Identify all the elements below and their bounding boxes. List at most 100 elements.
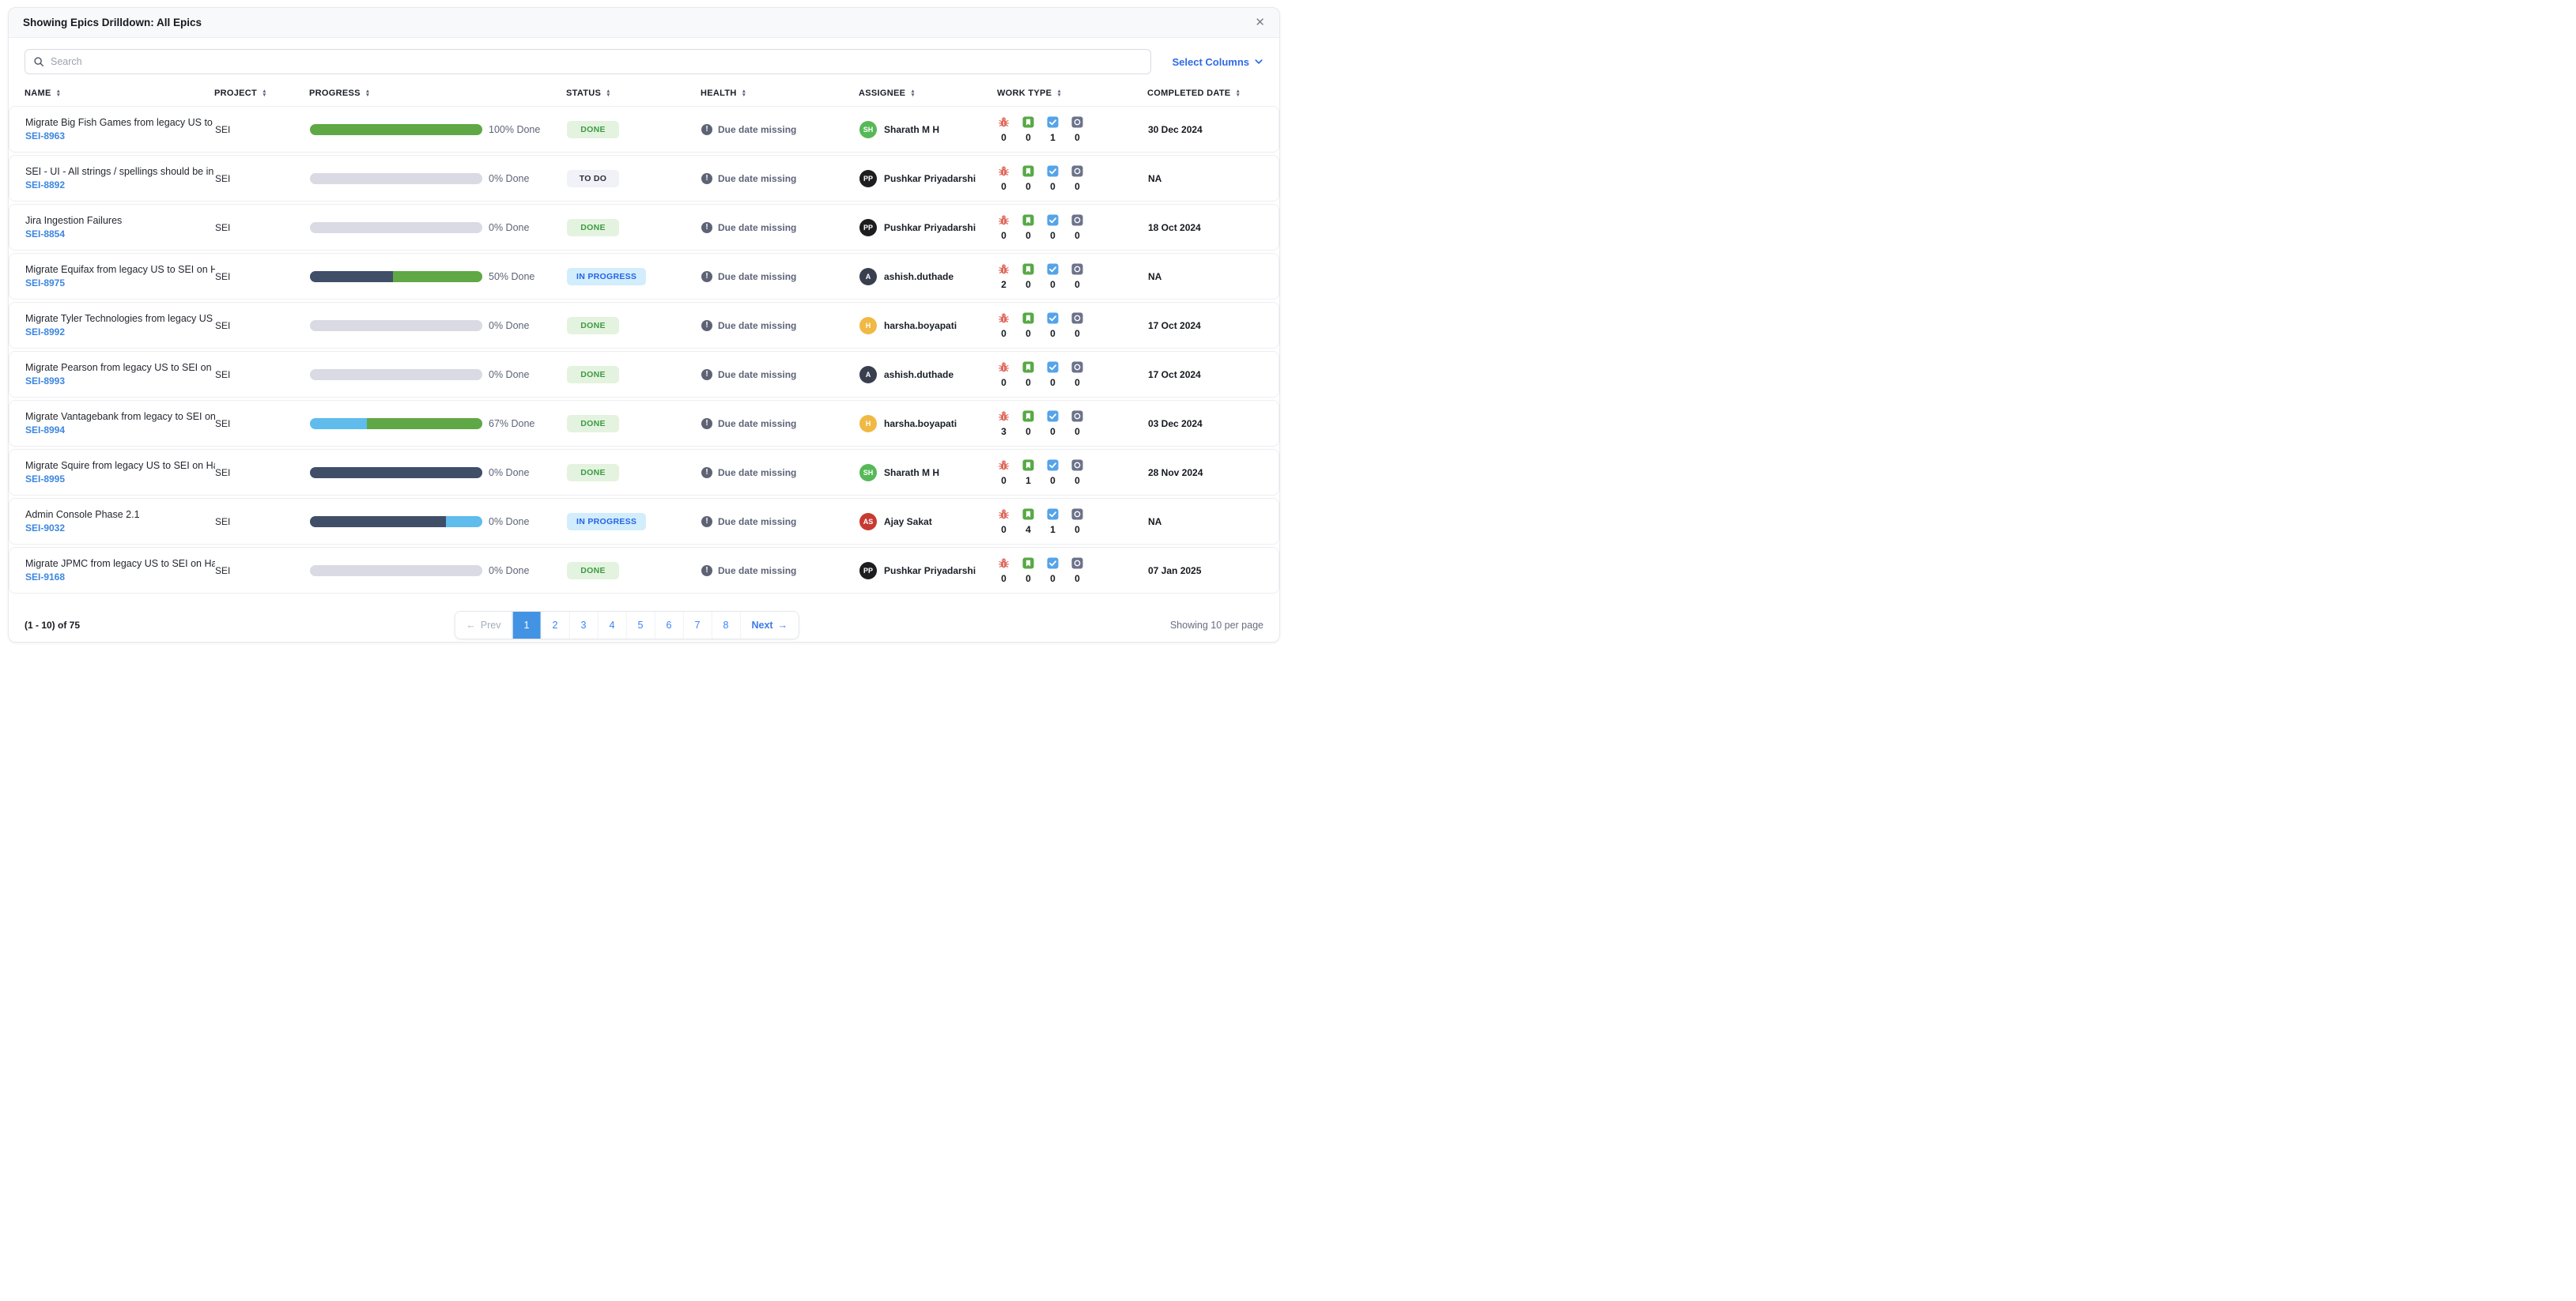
epic-id-link[interactable]: SEI-8892: [25, 179, 66, 190]
epic-id-link[interactable]: SEI-8995: [25, 473, 66, 485]
pagination: ← Prev 1 2 3 4 5 6 7 8 Next →: [454, 611, 800, 639]
work-type-cell: 0 0 0: [998, 360, 1148, 388]
progress-label: 100% Done: [489, 123, 541, 135]
search-icon: [34, 57, 43, 66]
bug-count: 0: [1001, 376, 1007, 388]
health-cell: ! Due date missing: [701, 515, 859, 527]
column-header-progress[interactable]: PROGRESS ▲ ▼: [309, 89, 566, 98]
story-count: 0: [1025, 327, 1031, 339]
sort-icon[interactable]: ▲ ▼: [1235, 89, 1241, 98]
search-input[interactable]: [51, 56, 1143, 67]
story-icon: [1022, 164, 1034, 177]
page-button-6[interactable]: 6: [654, 612, 683, 639]
work-type-task: 0: [1047, 360, 1059, 388]
work-type-epic: 0: [1071, 458, 1083, 486]
task-count: 0: [1050, 376, 1056, 388]
work-type-bug: 3: [998, 410, 1010, 437]
project-cell: SEI: [215, 466, 231, 478]
column-label: HEALTH: [701, 89, 737, 98]
sort-icon[interactable]: ▲ ▼: [1056, 89, 1063, 98]
table-row[interactable]: Jira Ingestion Failures SEI-8854 SEI 0% …: [9, 204, 1279, 251]
sort-icon[interactable]: ▲ ▼: [262, 89, 267, 98]
epic-id-link[interactable]: SEI-8963: [25, 130, 66, 141]
epic-id-link[interactable]: SEI-8854: [25, 228, 66, 239]
epic-id-link[interactable]: SEI-8992: [25, 326, 66, 338]
work-type-story: 0: [1022, 409, 1034, 437]
sort-icon[interactable]: ▲ ▼: [55, 89, 62, 98]
table-column-headers: NAME ▲ ▼ PROJECT ▲ ▼ PROGRESS ▲ ▼ STATUS ▲ ▼ HEALTH ▲…: [9, 82, 1279, 106]
next-page-button[interactable]: Next →: [739, 612, 799, 639]
bug-icon: [998, 361, 1010, 373]
work-type-cell: 2 0 0: [998, 262, 1148, 290]
table-row[interactable]: Migrate Pearson from legacy US to SEI on…: [9, 351, 1279, 398]
page-button-3[interactable]: 3: [568, 612, 598, 639]
table-row[interactable]: Migrate Squire from legacy US to SEI on …: [9, 449, 1279, 496]
project-cell: SEI: [215, 417, 231, 429]
completed-date-cell: NA: [1148, 515, 1162, 527]
column-header-project[interactable]: PROJECT ▲ ▼: [214, 89, 309, 98]
page-button-7[interactable]: 7: [682, 612, 712, 639]
story-icon: [1022, 458, 1034, 471]
select-columns-button[interactable]: Select Columns: [1172, 56, 1263, 68]
sort-icon[interactable]: ▲ ▼: [741, 89, 747, 98]
assignee-cell: PP Pushkar Priyadarshi: [859, 218, 998, 236]
bug-count: 3: [1001, 425, 1007, 437]
search-box[interactable]: [25, 49, 1152, 74]
page-button-4[interactable]: 4: [597, 612, 626, 639]
work-type-story: 0: [1022, 213, 1034, 241]
close-icon[interactable]: ✕: [1255, 16, 1265, 29]
status-cell: DONE: [567, 316, 701, 334]
table-row[interactable]: Migrate Equifax from legacy US to SEI on…: [9, 253, 1279, 300]
table-row[interactable]: Migrate Vantagebank from legacy to SEI o…: [9, 400, 1279, 447]
table-row[interactable]: SEI - UI - All strings / spellings shoul…: [9, 155, 1279, 202]
sort-icon[interactable]: ▲ ▼: [364, 89, 371, 98]
column-header-worktype[interactable]: WORK TYPE ▲ ▼: [997, 89, 1147, 98]
epic-count: 0: [1075, 131, 1080, 143]
page-button-2[interactable]: 2: [540, 612, 569, 639]
column-header-name[interactable]: NAME ▲ ▼: [25, 89, 214, 98]
epic-id-link[interactable]: SEI-8993: [25, 375, 66, 387]
column-header-completed[interactable]: COMPLETED DATE ▲ ▼: [1147, 89, 1263, 98]
task-icon: [1047, 360, 1059, 373]
epic-id-link[interactable]: SEI-9032: [25, 522, 66, 534]
table-row[interactable]: Admin Console Phase 2.1 SEI-9032 SEI 0% …: [9, 498, 1279, 545]
progress-segment: [310, 515, 447, 527]
column-label: COMPLETED DATE: [1147, 89, 1231, 98]
table-row[interactable]: Migrate Big Fish Games from legacy US to…: [9, 106, 1279, 153]
progress-segment: [366, 417, 482, 429]
avatar: H: [859, 316, 877, 334]
progress-bar: [310, 221, 482, 233]
progress-bar: [310, 368, 482, 380]
epic-icon: [1071, 262, 1083, 275]
status-badge: DONE: [567, 463, 619, 481]
name-cell: Jira Ingestion Failures SEI-8854: [25, 215, 215, 239]
table-row[interactable]: Migrate Tyler Technologies from legacy U…: [9, 302, 1279, 349]
column-header-assignee[interactable]: ASSIGNEE ▲ ▼: [859, 89, 997, 98]
modal-header: Showing Epics Drilldown: All Epics ✕: [9, 8, 1279, 38]
table-row[interactable]: Migrate JPMC from legacy US to SEI on Ha…: [9, 547, 1279, 594]
epic-id-link[interactable]: SEI-8975: [25, 277, 66, 288]
column-header-status[interactable]: STATUS ▲ ▼: [566, 89, 701, 98]
page-button-5[interactable]: 5: [625, 612, 655, 639]
page-button-8[interactable]: 8: [711, 612, 740, 639]
column-header-health[interactable]: HEALTH ▲ ▼: [701, 89, 859, 98]
sort-icon[interactable]: ▲ ▼: [606, 89, 611, 98]
status-cell: TO DO: [567, 169, 701, 187]
epic-name: Migrate Tyler Technologies from legacy U…: [25, 313, 215, 324]
completed-date-cell: 07 Jan 2025: [1148, 564, 1202, 576]
epic-icon: [1071, 360, 1083, 373]
completed-date-cell: NA: [1148, 172, 1162, 184]
health-cell: ! Due date missing: [701, 466, 859, 478]
epic-icon: [1071, 409, 1083, 422]
epic-id-link[interactable]: SEI-8994: [25, 424, 66, 436]
page-button-1[interactable]: 1: [512, 612, 541, 639]
work-type-epic: 0: [1071, 213, 1083, 241]
story-count: 4: [1025, 523, 1031, 535]
epic-id-link[interactable]: SEI-9168: [25, 571, 66, 583]
sort-icon[interactable]: ▲ ▼: [910, 89, 916, 98]
epic-icon: [1071, 556, 1083, 569]
progress-label: 0% Done: [489, 172, 530, 184]
status-badge: DONE: [567, 561, 619, 579]
name-cell: Admin Console Phase 2.1 SEI-9032: [25, 509, 215, 534]
prev-page-button[interactable]: ← Prev: [455, 612, 512, 639]
